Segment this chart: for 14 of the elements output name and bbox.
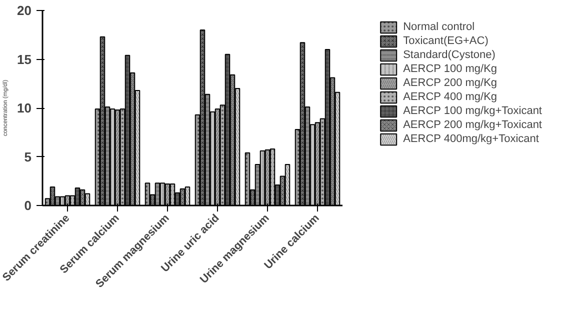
y-tick-label: 10 (17, 100, 32, 116)
y-tick-label: 0 (24, 198, 32, 213)
legend-label: AERCP 100 mg/Kg (403, 62, 498, 76)
legend-label: AERCP 200 mg/Kg (403, 76, 498, 90)
y-tick-label: 5 (24, 149, 32, 164)
legend-label: AERCP 100 mg/kg+Toxicant (403, 104, 542, 118)
y-tick-label: 15 (17, 52, 32, 67)
y-tick-label: 20 (17, 3, 32, 18)
legend-label: AERCP 400 mg/Kg (403, 90, 498, 104)
legend-label: Toxicant(EG+AC) (403, 34, 488, 48)
legend-label: Normal control (403, 20, 475, 34)
legend-label: AERCP 400mg/kg+Toxicant (403, 132, 539, 146)
legend-label: AERCP 200 mg/kg+Toxicant (403, 118, 542, 132)
legend-label: Standard(Cystone) (403, 48, 496, 62)
